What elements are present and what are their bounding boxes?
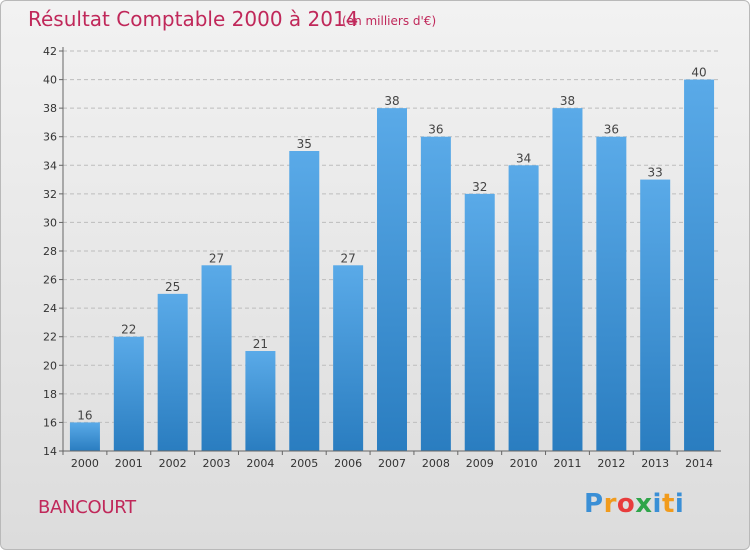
x-tick-label: 2008 [422, 457, 450, 470]
y-tick-label: 16 [43, 416, 57, 429]
bar-value-label: 38 [560, 94, 575, 108]
bar [508, 165, 539, 452]
y-tick-label: 28 [43, 245, 57, 258]
logo-letter: i [674, 489, 685, 519]
y-tick-label: 32 [43, 188, 57, 201]
bar [333, 265, 364, 451]
logo-letter: i [652, 489, 662, 519]
y-tick-label: 36 [43, 131, 57, 144]
x-tick-label: 2009 [466, 457, 494, 470]
x-tick-label: 2001 [115, 457, 143, 470]
y-tick-label: 40 [43, 74, 57, 87]
y-tick-label: 42 [43, 45, 57, 58]
y-tick-label: 34 [43, 159, 57, 172]
bar [464, 193, 495, 451]
bar [640, 179, 671, 452]
x-tick-label: 2012 [597, 457, 625, 470]
x-tick-label: 2014 [685, 457, 713, 470]
bar-value-label: 22 [121, 323, 136, 337]
y-tick-label: 30 [43, 216, 57, 229]
logo-letter: x [635, 489, 653, 519]
x-tick-label: 2003 [203, 457, 231, 470]
x-tick-label: 2010 [510, 457, 538, 470]
bar-value-label: 33 [648, 166, 663, 180]
x-tick-label: 2013 [641, 457, 669, 470]
x-tick-label: 2002 [159, 457, 187, 470]
bar-value-label: 34 [516, 151, 531, 165]
x-tick-label: 2007 [378, 457, 406, 470]
logo-letter: o [616, 489, 636, 519]
bar [201, 265, 232, 451]
bar [245, 351, 276, 451]
bar-value-label: 36 [428, 123, 443, 137]
proxiti-logo: Proxiti [584, 489, 684, 519]
bar [69, 422, 100, 451]
bar-value-label: 35 [297, 137, 312, 151]
logo-letter: t [661, 489, 675, 519]
bars: 16 22 25 27 21 35 27 38 36 32 34 38 36 33 40 [69, 66, 715, 452]
y-tick-label: 20 [43, 359, 57, 372]
chart-title: Résultat Comptable 2000 à 2014 [28, 7, 359, 31]
axes [62, 47, 721, 452]
bar-value-label: 27 [340, 251, 355, 265]
bar [684, 79, 715, 452]
x-axis-ticks: 2000 2001 2002 2003 2004 2005 2006 2007 2008 2009… [62, 451, 713, 470]
chart-unit: (en milliers d'€) [342, 14, 437, 28]
bar-value-label: 32 [472, 180, 487, 194]
y-tick-label: 24 [43, 302, 57, 315]
bar-value-label: 25 [165, 280, 180, 294]
y-tick-label: 14 [43, 445, 57, 458]
logo-letter: P [584, 489, 604, 519]
x-tick-label: 2004 [246, 457, 274, 470]
y-tick-label: 26 [43, 274, 57, 287]
commune-name: BANCOURT [38, 497, 136, 518]
y-tick-label: 18 [43, 388, 57, 401]
bar-value-label: 38 [384, 94, 399, 108]
y-axis-ticks: 14 16 18 20 22 24 26 28 30 32 34 36 38 40 42 [43, 45, 63, 458]
bar [289, 151, 320, 451]
bar [157, 293, 188, 451]
x-tick-label: 2011 [553, 457, 581, 470]
bar-value-label: 36 [604, 123, 619, 137]
logo-letter: r [603, 489, 617, 519]
bar [377, 108, 407, 452]
bar-value-label: 40 [691, 66, 706, 80]
bar [113, 336, 144, 451]
bar-value-label: 16 [77, 408, 92, 422]
y-tick-label: 38 [43, 102, 57, 115]
x-tick-label: 2005 [290, 457, 318, 470]
x-tick-label: 2006 [334, 457, 362, 470]
bar-value-label: 27 [209, 251, 224, 265]
bar [596, 136, 627, 451]
bar [552, 108, 583, 452]
x-tick-label: 2000 [71, 457, 99, 470]
y-tick-label: 22 [43, 331, 57, 344]
bar [420, 136, 451, 451]
bar-value-label: 21 [253, 337, 268, 351]
